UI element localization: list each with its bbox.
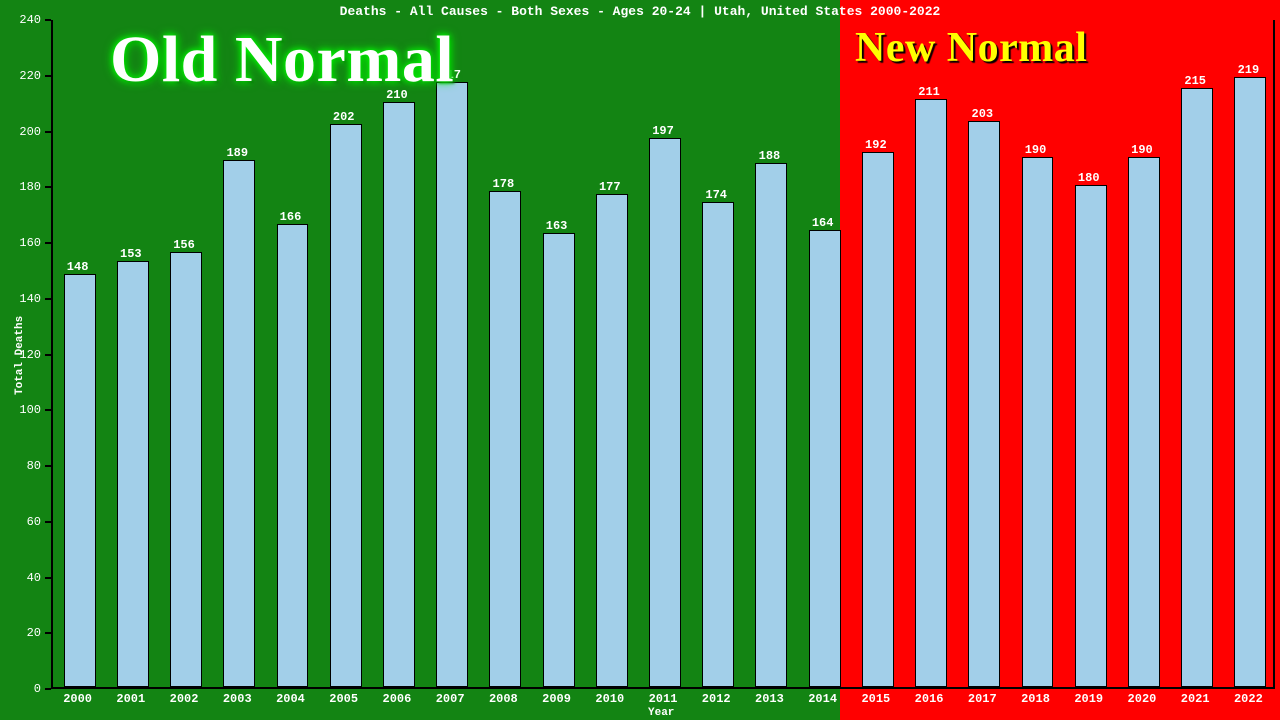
bar <box>330 124 362 687</box>
bar-value-label: 192 <box>865 138 887 152</box>
y-tick-label: 240 <box>0 13 41 27</box>
x-tick-label: 2015 <box>861 692 890 706</box>
y-tick-label: 180 <box>0 180 41 194</box>
bar <box>915 99 947 687</box>
bar-value-label: 197 <box>652 124 674 138</box>
x-tick-label: 2021 <box>1181 692 1210 706</box>
x-tick-label: 2010 <box>595 692 624 706</box>
x-tick-label: 2022 <box>1234 692 1263 706</box>
bar-value-label: 164 <box>812 216 834 230</box>
bar <box>117 261 149 687</box>
x-tick-label: 2019 <box>1074 692 1103 706</box>
bar-value-label: 189 <box>226 146 248 160</box>
x-tick-label: 2008 <box>489 692 518 706</box>
x-tick-label: 2007 <box>436 692 465 706</box>
y-tick-mark <box>45 409 51 411</box>
bar <box>1181 88 1213 687</box>
plot-area <box>51 20 1275 689</box>
x-tick-label: 2006 <box>383 692 412 706</box>
bar-value-label: 178 <box>493 177 515 191</box>
y-tick-mark <box>45 521 51 523</box>
y-tick-mark <box>45 688 51 690</box>
x-tick-label: 2001 <box>116 692 145 706</box>
y-tick-mark <box>45 632 51 634</box>
bar-value-label: 188 <box>759 149 781 163</box>
bar <box>596 194 628 687</box>
bar-value-label: 215 <box>1184 74 1206 88</box>
bar <box>277 224 309 687</box>
y-tick-label: 220 <box>0 69 41 83</box>
x-tick-label: 2020 <box>1128 692 1157 706</box>
bar-value-label: 202 <box>333 110 355 124</box>
bar <box>489 191 521 687</box>
x-tick-label: 2012 <box>702 692 731 706</box>
bar-value-label: 219 <box>1238 63 1260 77</box>
y-tick-label: 140 <box>0 292 41 306</box>
x-tick-label: 2002 <box>170 692 199 706</box>
y-tick-label: 100 <box>0 403 41 417</box>
x-tick-label: 2016 <box>915 692 944 706</box>
x-tick-label: 2011 <box>649 692 678 706</box>
bar <box>1234 77 1266 687</box>
y-tick-mark <box>45 19 51 21</box>
y-tick-label: 80 <box>0 459 41 473</box>
x-axis-label: Year <box>648 707 674 719</box>
y-tick-mark <box>45 186 51 188</box>
x-tick-label: 2005 <box>329 692 358 706</box>
bar <box>1128 157 1160 687</box>
bar-value-label: 190 <box>1131 143 1153 157</box>
y-tick-mark <box>45 131 51 133</box>
x-tick-label: 2013 <box>755 692 784 706</box>
x-tick-label: 2004 <box>276 692 305 706</box>
y-tick-mark <box>45 577 51 579</box>
y-tick-mark <box>45 298 51 300</box>
y-tick-label: 40 <box>0 571 41 585</box>
bar-value-label: 203 <box>971 107 993 121</box>
deaths-bar-chart: Deaths - All Causes - Both Sexes - Ages … <box>0 0 1280 720</box>
y-tick-mark <box>45 354 51 356</box>
bar-value-label: 166 <box>280 210 302 224</box>
y-tick-mark <box>45 465 51 467</box>
bar <box>64 274 96 687</box>
x-tick-label: 2009 <box>542 692 571 706</box>
bar <box>543 233 575 687</box>
bar <box>1075 185 1107 687</box>
bar-value-label: 177 <box>599 180 621 194</box>
bar <box>170 252 202 687</box>
bar-value-label: 163 <box>546 219 568 233</box>
old-normal-label: Old Normal <box>110 22 454 98</box>
bar-value-label: 174 <box>705 188 727 202</box>
x-tick-label: 2017 <box>968 692 997 706</box>
bar-value-label: 190 <box>1025 143 1047 157</box>
bar-value-label: 153 <box>120 247 142 261</box>
bar <box>223 160 255 687</box>
y-tick-label: 60 <box>0 515 41 529</box>
y-tick-label: 20 <box>0 626 41 640</box>
bar <box>436 82 468 687</box>
new-normal-label: New Normal <box>855 24 1087 72</box>
bar <box>755 163 787 687</box>
bar <box>809 230 841 687</box>
y-tick-mark <box>45 242 51 244</box>
bar <box>968 121 1000 687</box>
bar-value-label: 211 <box>918 85 940 99</box>
y-tick-label: 160 <box>0 236 41 250</box>
bar <box>383 102 415 687</box>
y-tick-mark <box>45 75 51 77</box>
bar <box>862 152 894 687</box>
bar-value-label: 180 <box>1078 171 1100 185</box>
y-axis-label: Total Deaths <box>14 315 26 394</box>
bar-value-label: 148 <box>67 260 89 274</box>
bar <box>702 202 734 687</box>
x-tick-label: 2014 <box>808 692 837 706</box>
y-tick-label: 200 <box>0 125 41 139</box>
x-tick-label: 2018 <box>1021 692 1050 706</box>
y-tick-label: 0 <box>0 682 41 696</box>
bar <box>649 138 681 687</box>
bar-value-label: 156 <box>173 238 195 252</box>
x-tick-label: 2000 <box>63 692 92 706</box>
chart-title: Deaths - All Causes - Both Sexes - Ages … <box>0 4 1280 19</box>
bar <box>1022 157 1054 687</box>
x-tick-label: 2003 <box>223 692 252 706</box>
